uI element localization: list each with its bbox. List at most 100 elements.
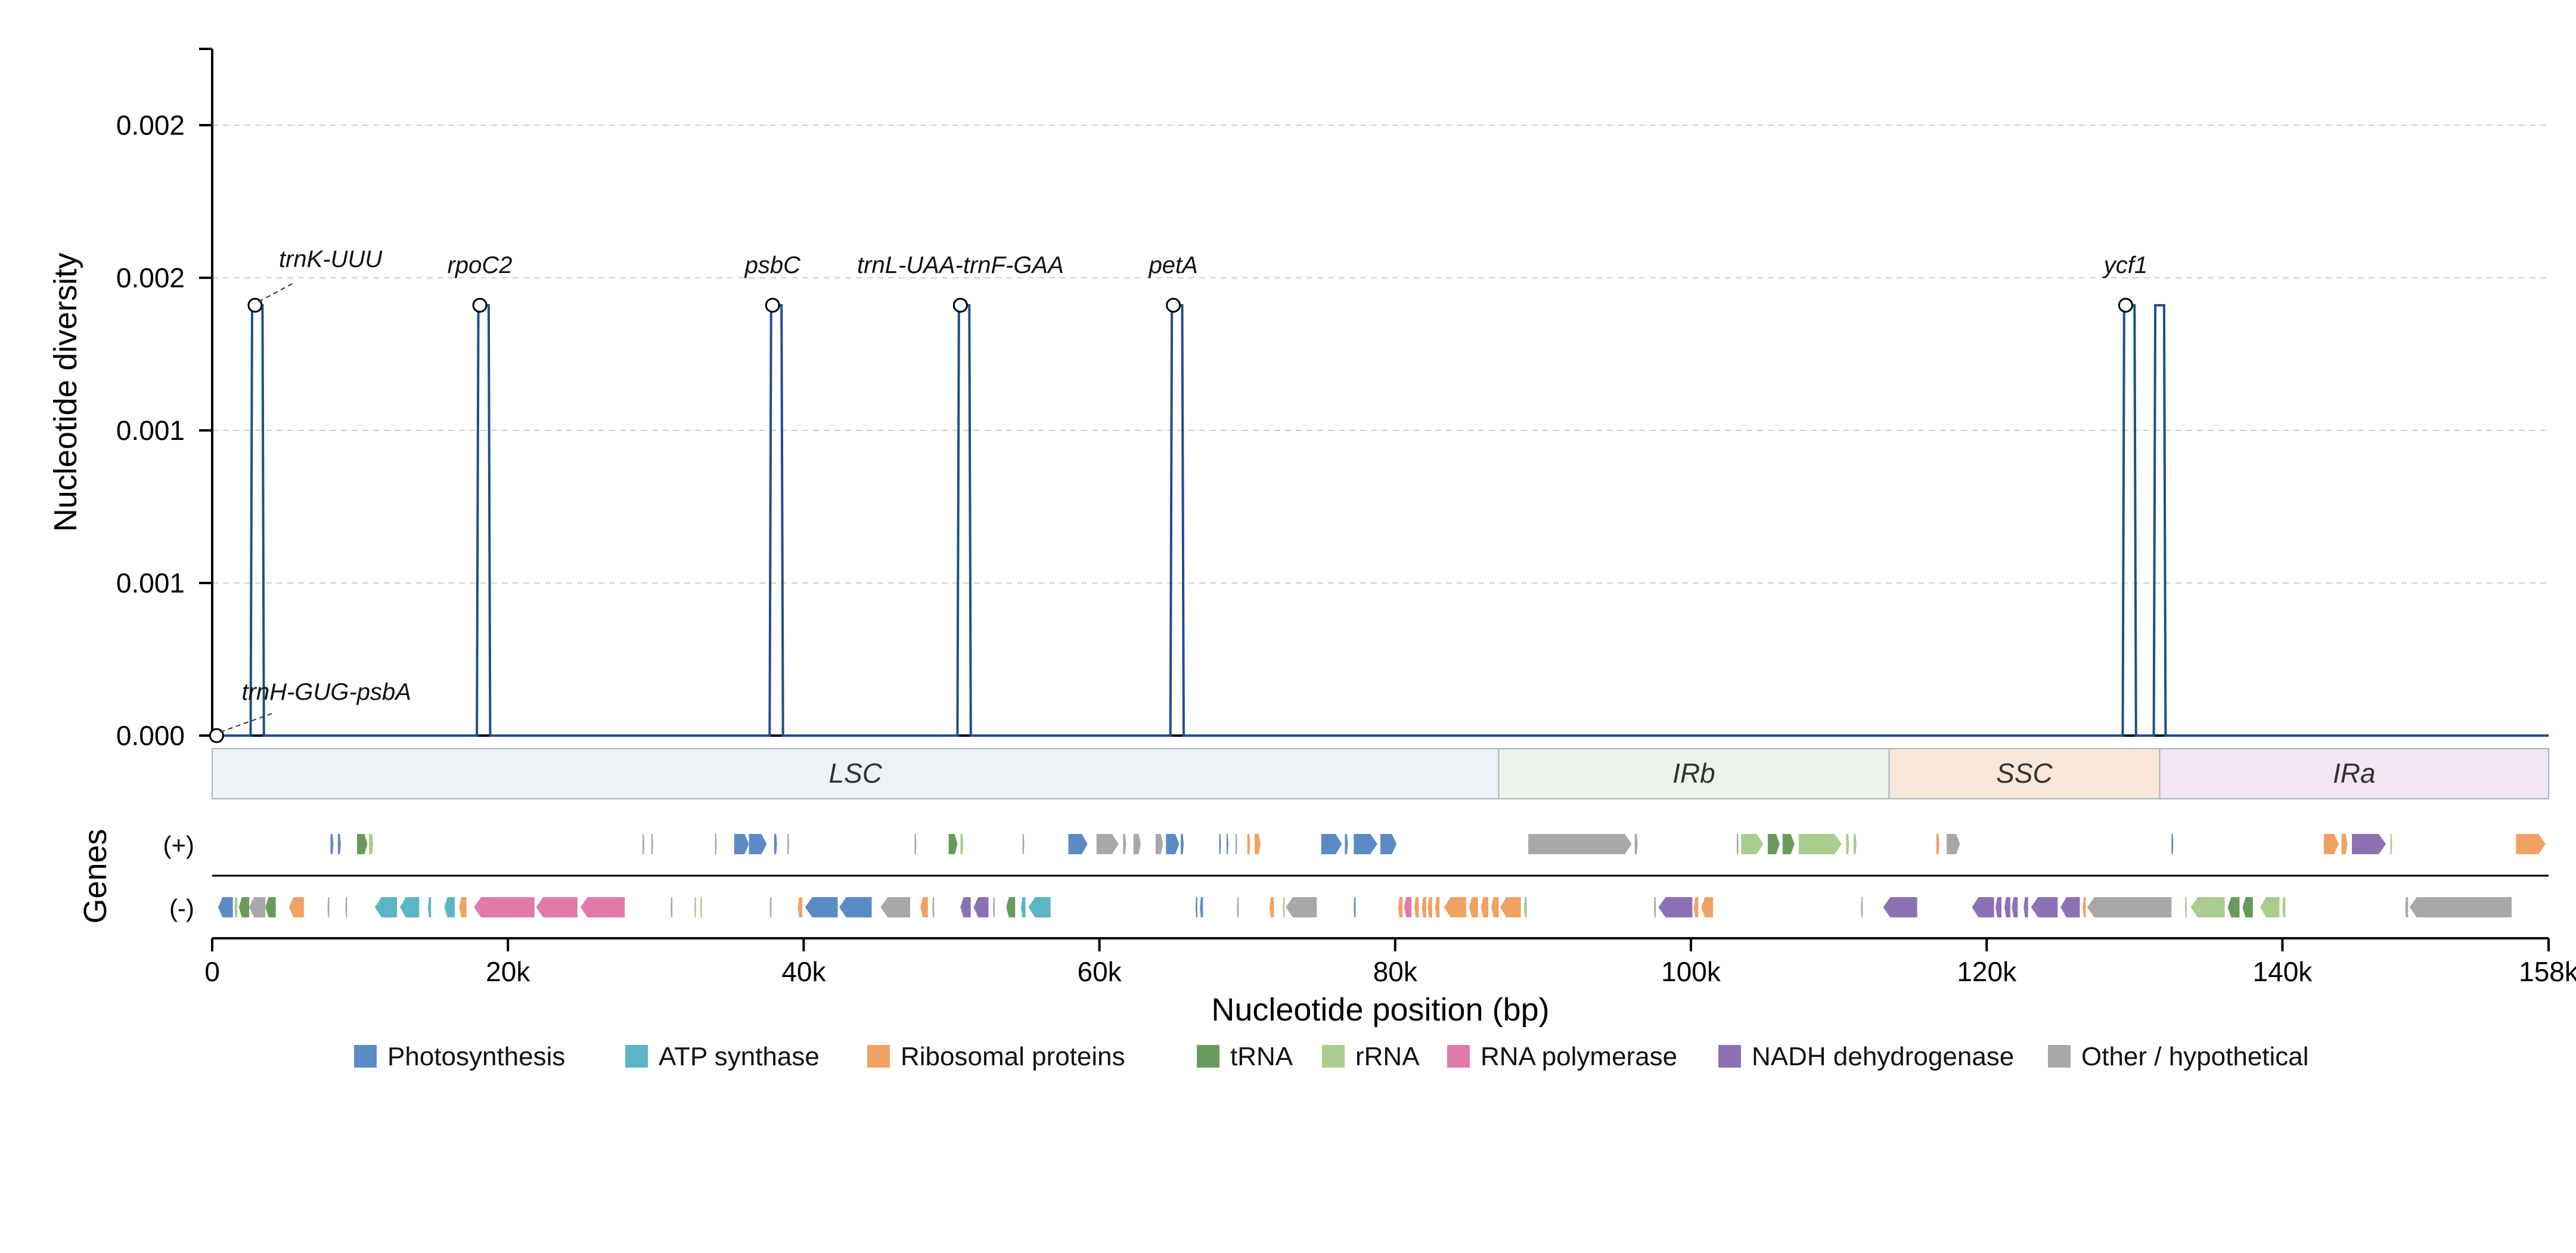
minus-gene-45 <box>1444 897 1466 917</box>
plus-gene-16 <box>1096 834 1119 854</box>
peak-leader-6 <box>220 712 274 733</box>
plus-gene-10 <box>787 834 790 854</box>
legend-swatch-other <box>2048 1045 2071 1068</box>
gene-tracks <box>218 834 2546 917</box>
region-box-ira <box>2159 748 2549 799</box>
peak-label-5: ycf1 <box>2102 252 2147 278</box>
legend-swatch-trna <box>1197 1045 1219 1068</box>
plus-gene-41 <box>1947 834 1960 854</box>
x-tick-label-8: 158k <box>2519 956 2576 987</box>
minus-gene-9 <box>400 897 420 917</box>
minus-gene-41 <box>1414 897 1419 917</box>
plus-gene-47 <box>2516 834 2546 854</box>
peak-marker-3 <box>952 297 968 313</box>
minus-gene-66 <box>2184 897 2187 917</box>
peak-label-6: trnH-GUG-psbA <box>241 679 411 705</box>
plus-gene-1 <box>337 834 341 854</box>
minus-gene-23 <box>880 897 911 917</box>
genome-regions: LSC IRb SSC IRa <box>212 748 2549 799</box>
plus-gene-33 <box>1736 834 1739 854</box>
plus-gene-21 <box>1181 834 1184 854</box>
plus-gene-18 <box>1133 834 1141 854</box>
minus-gene-64 <box>2082 897 2086 917</box>
minus-gene-71 <box>2282 897 2286 917</box>
diversity-line <box>212 304 2549 737</box>
peak-annotations: trnK-UUU rpoC2 psbC trnL-UAA-trnF-GAA petA yc… <box>209 246 2147 743</box>
legend-label-rnap: RNA polymerase <box>1481 1042 1677 1071</box>
minus-gene-19 <box>769 897 772 917</box>
minus-gene-70 <box>2260 897 2280 917</box>
minus-gene-26 <box>960 897 971 917</box>
minus-gene-68 <box>2227 897 2240 917</box>
x-tick-label-4: 80k <box>1373 956 1418 987</box>
plus-gene-14 <box>1022 834 1025 854</box>
legend-label-trna: tRNA <box>1230 1042 1293 1071</box>
minus-gene-39 <box>1398 897 1403 917</box>
plus-gene-37 <box>1799 834 1842 854</box>
minus-gene-42 <box>1422 897 1426 917</box>
axes <box>199 48 2549 939</box>
minus-gene-62 <box>2031 897 2058 917</box>
minus-gene-37 <box>1286 897 1317 917</box>
region-label-ira: IRa <box>2333 758 2376 789</box>
minus-gene-63 <box>2060 897 2080 917</box>
plus-gene-5 <box>651 834 653 854</box>
minus-gene-55 <box>1861 897 1863 917</box>
plus-gene-31 <box>1528 834 1632 854</box>
minus-gene-29 <box>1006 897 1016 917</box>
x-tick-label-3: 60k <box>1078 956 1122 987</box>
minus-gene-6 <box>327 897 330 917</box>
minus-gene-14 <box>536 897 578 917</box>
plus-gene-19 <box>1155 834 1163 854</box>
minus-gene-44 <box>1435 897 1440 917</box>
minus-gene-3 <box>249 897 266 917</box>
minus-gene-52 <box>1658 897 1693 917</box>
legend-label-other: Other / hypothetical <box>2081 1042 2309 1071</box>
plus-gene-24 <box>1235 834 1237 854</box>
plus-gene-43 <box>2323 834 2339 854</box>
peak-leader-0 <box>258 282 295 302</box>
x-tick-label-0: 0 <box>204 956 220 987</box>
minus-gene-34 <box>1237 897 1239 917</box>
peak-label-1: rpoC2 <box>448 252 513 278</box>
minus-gene-18 <box>700 897 702 917</box>
peak-marker-5 <box>2118 297 2133 313</box>
y-tick-label-3: 0.002 <box>116 262 185 293</box>
minus-gene-17 <box>694 897 696 917</box>
plus-gene-25 <box>1247 834 1250 854</box>
minus-gene-11 <box>444 897 455 917</box>
minus-gene-40 <box>1404 897 1412 917</box>
y-tick-label-2: 0.001 <box>116 415 185 446</box>
plus-gene-9 <box>774 834 777 854</box>
plus-gene-22 <box>1219 834 1221 854</box>
minus-gene-1 <box>234 897 238 917</box>
minus-gene-20 <box>797 897 802 917</box>
peak-label-4: petA <box>1149 252 1198 278</box>
x-tick-label-2: 40k <box>781 956 826 987</box>
x-tick-label-5: 100k <box>1661 956 1721 987</box>
plus-gene-26 <box>1255 834 1261 854</box>
diversity-series-line <box>212 304 2549 737</box>
minus-gene-0 <box>218 897 233 917</box>
peak-marker-1 <box>472 297 488 313</box>
plus-gene-28 <box>1345 834 1348 854</box>
minus-gene-61 <box>2023 897 2028 917</box>
y-tick-label-0: 0.000 <box>116 720 185 751</box>
plus-gene-15 <box>1068 834 1088 854</box>
legend-swatch-ndh <box>1718 1045 1741 1068</box>
minus-gene-38 <box>1354 897 1356 917</box>
plus-gene-6 <box>715 834 717 854</box>
minus-gene-46 <box>1469 897 1478 917</box>
plus-gene-3 <box>368 834 374 854</box>
plus-gene-45 <box>2352 834 2386 854</box>
x-tick-label-6: 120k <box>1957 956 2017 987</box>
legend-label-photo: Photosynthesis <box>387 1042 565 1071</box>
region-box-irb <box>1498 748 1890 799</box>
legend-label-ribo: Ribosomal proteins <box>901 1042 1125 1071</box>
minus-gene-67 <box>2190 897 2225 917</box>
minus-gene-56 <box>1883 897 1917 917</box>
y-ticks: 0.000 0.001 0.001 0.002 0.002 <box>116 110 212 751</box>
y-tick-label-1: 0.001 <box>116 567 185 598</box>
plus-gene-39 <box>1853 834 1857 854</box>
y-tick-label-4: 0.002 <box>116 110 185 141</box>
